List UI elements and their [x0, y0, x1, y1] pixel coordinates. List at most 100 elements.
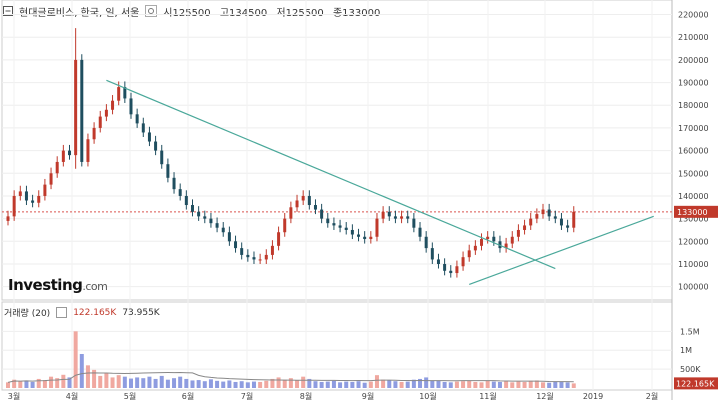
candle-body[interactable]: [510, 236, 514, 244]
volume-bar[interactable]: [245, 382, 250, 388]
candle-body[interactable]: [129, 98, 133, 115]
volume-bar[interactable]: [454, 381, 459, 388]
candle-body[interactable]: [117, 87, 121, 101]
volume-bar[interactable]: [356, 381, 361, 388]
candle-body[interactable]: [332, 223, 336, 226]
candle-body[interactable]: [234, 241, 238, 249]
candle-body[interactable]: [172, 177, 176, 190]
minus-box-icon[interactable]: [3, 6, 13, 16]
volume-bar[interactable]: [491, 381, 496, 388]
volume-bar[interactable]: [418, 378, 423, 388]
volume-bar[interactable]: [67, 377, 72, 388]
volume-bar[interactable]: [399, 381, 404, 388]
volume-bar[interactable]: [541, 382, 546, 388]
candle-body[interactable]: [455, 266, 459, 274]
volume-bar[interactable]: [436, 380, 441, 388]
volume-bar[interactable]: [116, 375, 121, 388]
candle-body[interactable]: [412, 218, 416, 228]
candle-body[interactable]: [18, 191, 22, 196]
volume-bar[interactable]: [208, 379, 213, 388]
volume-bar[interactable]: [79, 354, 84, 388]
candle-body[interactable]: [252, 257, 256, 260]
volume-bar[interactable]: [227, 380, 232, 388]
volume-bar[interactable]: [264, 380, 269, 388]
volume-bar[interactable]: [461, 381, 466, 388]
candle-body[interactable]: [197, 211, 201, 217]
gear-icon[interactable]: [145, 5, 158, 17]
candle-body[interactable]: [461, 257, 465, 267]
candle-body[interactable]: [203, 216, 207, 219]
volume-bar[interactable]: [301, 376, 306, 388]
volume-bar[interactable]: [553, 381, 558, 388]
candle-body[interactable]: [277, 232, 281, 246]
candle-body[interactable]: [375, 218, 379, 237]
candle-body[interactable]: [320, 209, 324, 219]
volume-bar[interactable]: [276, 377, 281, 388]
candle-body[interactable]: [240, 248, 244, 255]
volume-bar[interactable]: [18, 381, 23, 388]
volume-bar[interactable]: [534, 380, 539, 388]
volume-bar[interactable]: [42, 380, 47, 388]
volume-bar[interactable]: [221, 381, 226, 388]
candle-body[interactable]: [104, 109, 108, 117]
candle-body[interactable]: [227, 232, 231, 242]
volume-bar[interactable]: [178, 376, 183, 388]
candle-body[interactable]: [516, 229, 520, 237]
volume-bar[interactable]: [282, 379, 287, 388]
volume-bar[interactable]: [522, 381, 527, 388]
volume-bar[interactable]: [504, 381, 509, 388]
candle-body[interactable]: [430, 248, 434, 260]
candle-body[interactable]: [473, 245, 477, 251]
candle-body[interactable]: [221, 227, 225, 233]
volume-bar[interactable]: [374, 375, 379, 388]
volume-bar[interactable]: [473, 381, 478, 388]
candle-body[interactable]: [67, 150, 71, 156]
volume-bar[interactable]: [430, 380, 435, 388]
candle-body[interactable]: [449, 270, 453, 274]
volume-bar[interactable]: [510, 382, 515, 388]
candle-body[interactable]: [393, 216, 397, 219]
trend-line[interactable]: [106, 79, 556, 270]
volume-bar[interactable]: [442, 381, 447, 388]
volume-bar[interactable]: [295, 380, 300, 388]
candle-body[interactable]: [92, 127, 96, 140]
volume-bar[interactable]: [251, 381, 256, 388]
candle-body[interactable]: [154, 141, 158, 151]
volume-bar[interactable]: [233, 381, 238, 388]
candle-body[interactable]: [289, 207, 293, 219]
volume-bar[interactable]: [559, 381, 564, 388]
volume-bar[interactable]: [12, 379, 17, 388]
volume-bar[interactable]: [448, 382, 453, 388]
candle-body[interactable]: [504, 243, 508, 249]
candle-body[interactable]: [443, 263, 447, 271]
candle-body[interactable]: [31, 200, 35, 203]
candle-body[interactable]: [215, 223, 219, 228]
candle-body[interactable]: [418, 227, 422, 237]
volume-bar[interactable]: [424, 377, 429, 388]
volume-bar[interactable]: [141, 378, 146, 388]
candle-body[interactable]: [381, 211, 385, 219]
candle-body[interactable]: [363, 236, 367, 240]
candle-body[interactable]: [6, 216, 10, 221]
volume-bar[interactable]: [497, 381, 502, 388]
candle-body[interactable]: [301, 195, 305, 201]
candle-body[interactable]: [246, 254, 250, 258]
candle-body[interactable]: [400, 216, 404, 219]
candle-body[interactable]: [111, 100, 115, 110]
volume-bar[interactable]: [565, 382, 570, 388]
volume-bar[interactable]: [368, 381, 373, 388]
candle-body[interactable]: [535, 214, 539, 219]
candle-body[interactable]: [74, 59, 78, 156]
candle-body[interactable]: [480, 239, 484, 246]
volume-bar[interactable]: [184, 378, 189, 388]
volume-bar[interactable]: [362, 382, 367, 388]
volume-bar[interactable]: [270, 378, 275, 388]
candle-body[interactable]: [12, 195, 16, 217]
volume-bar[interactable]: [547, 382, 552, 388]
candle-body[interactable]: [406, 216, 410, 219]
volume-bar[interactable]: [571, 383, 576, 388]
candle-body[interactable]: [270, 245, 274, 255]
volume-bar[interactable]: [258, 381, 263, 388]
volume-bar[interactable]: [319, 381, 324, 388]
volume-bar[interactable]: [405, 381, 410, 388]
